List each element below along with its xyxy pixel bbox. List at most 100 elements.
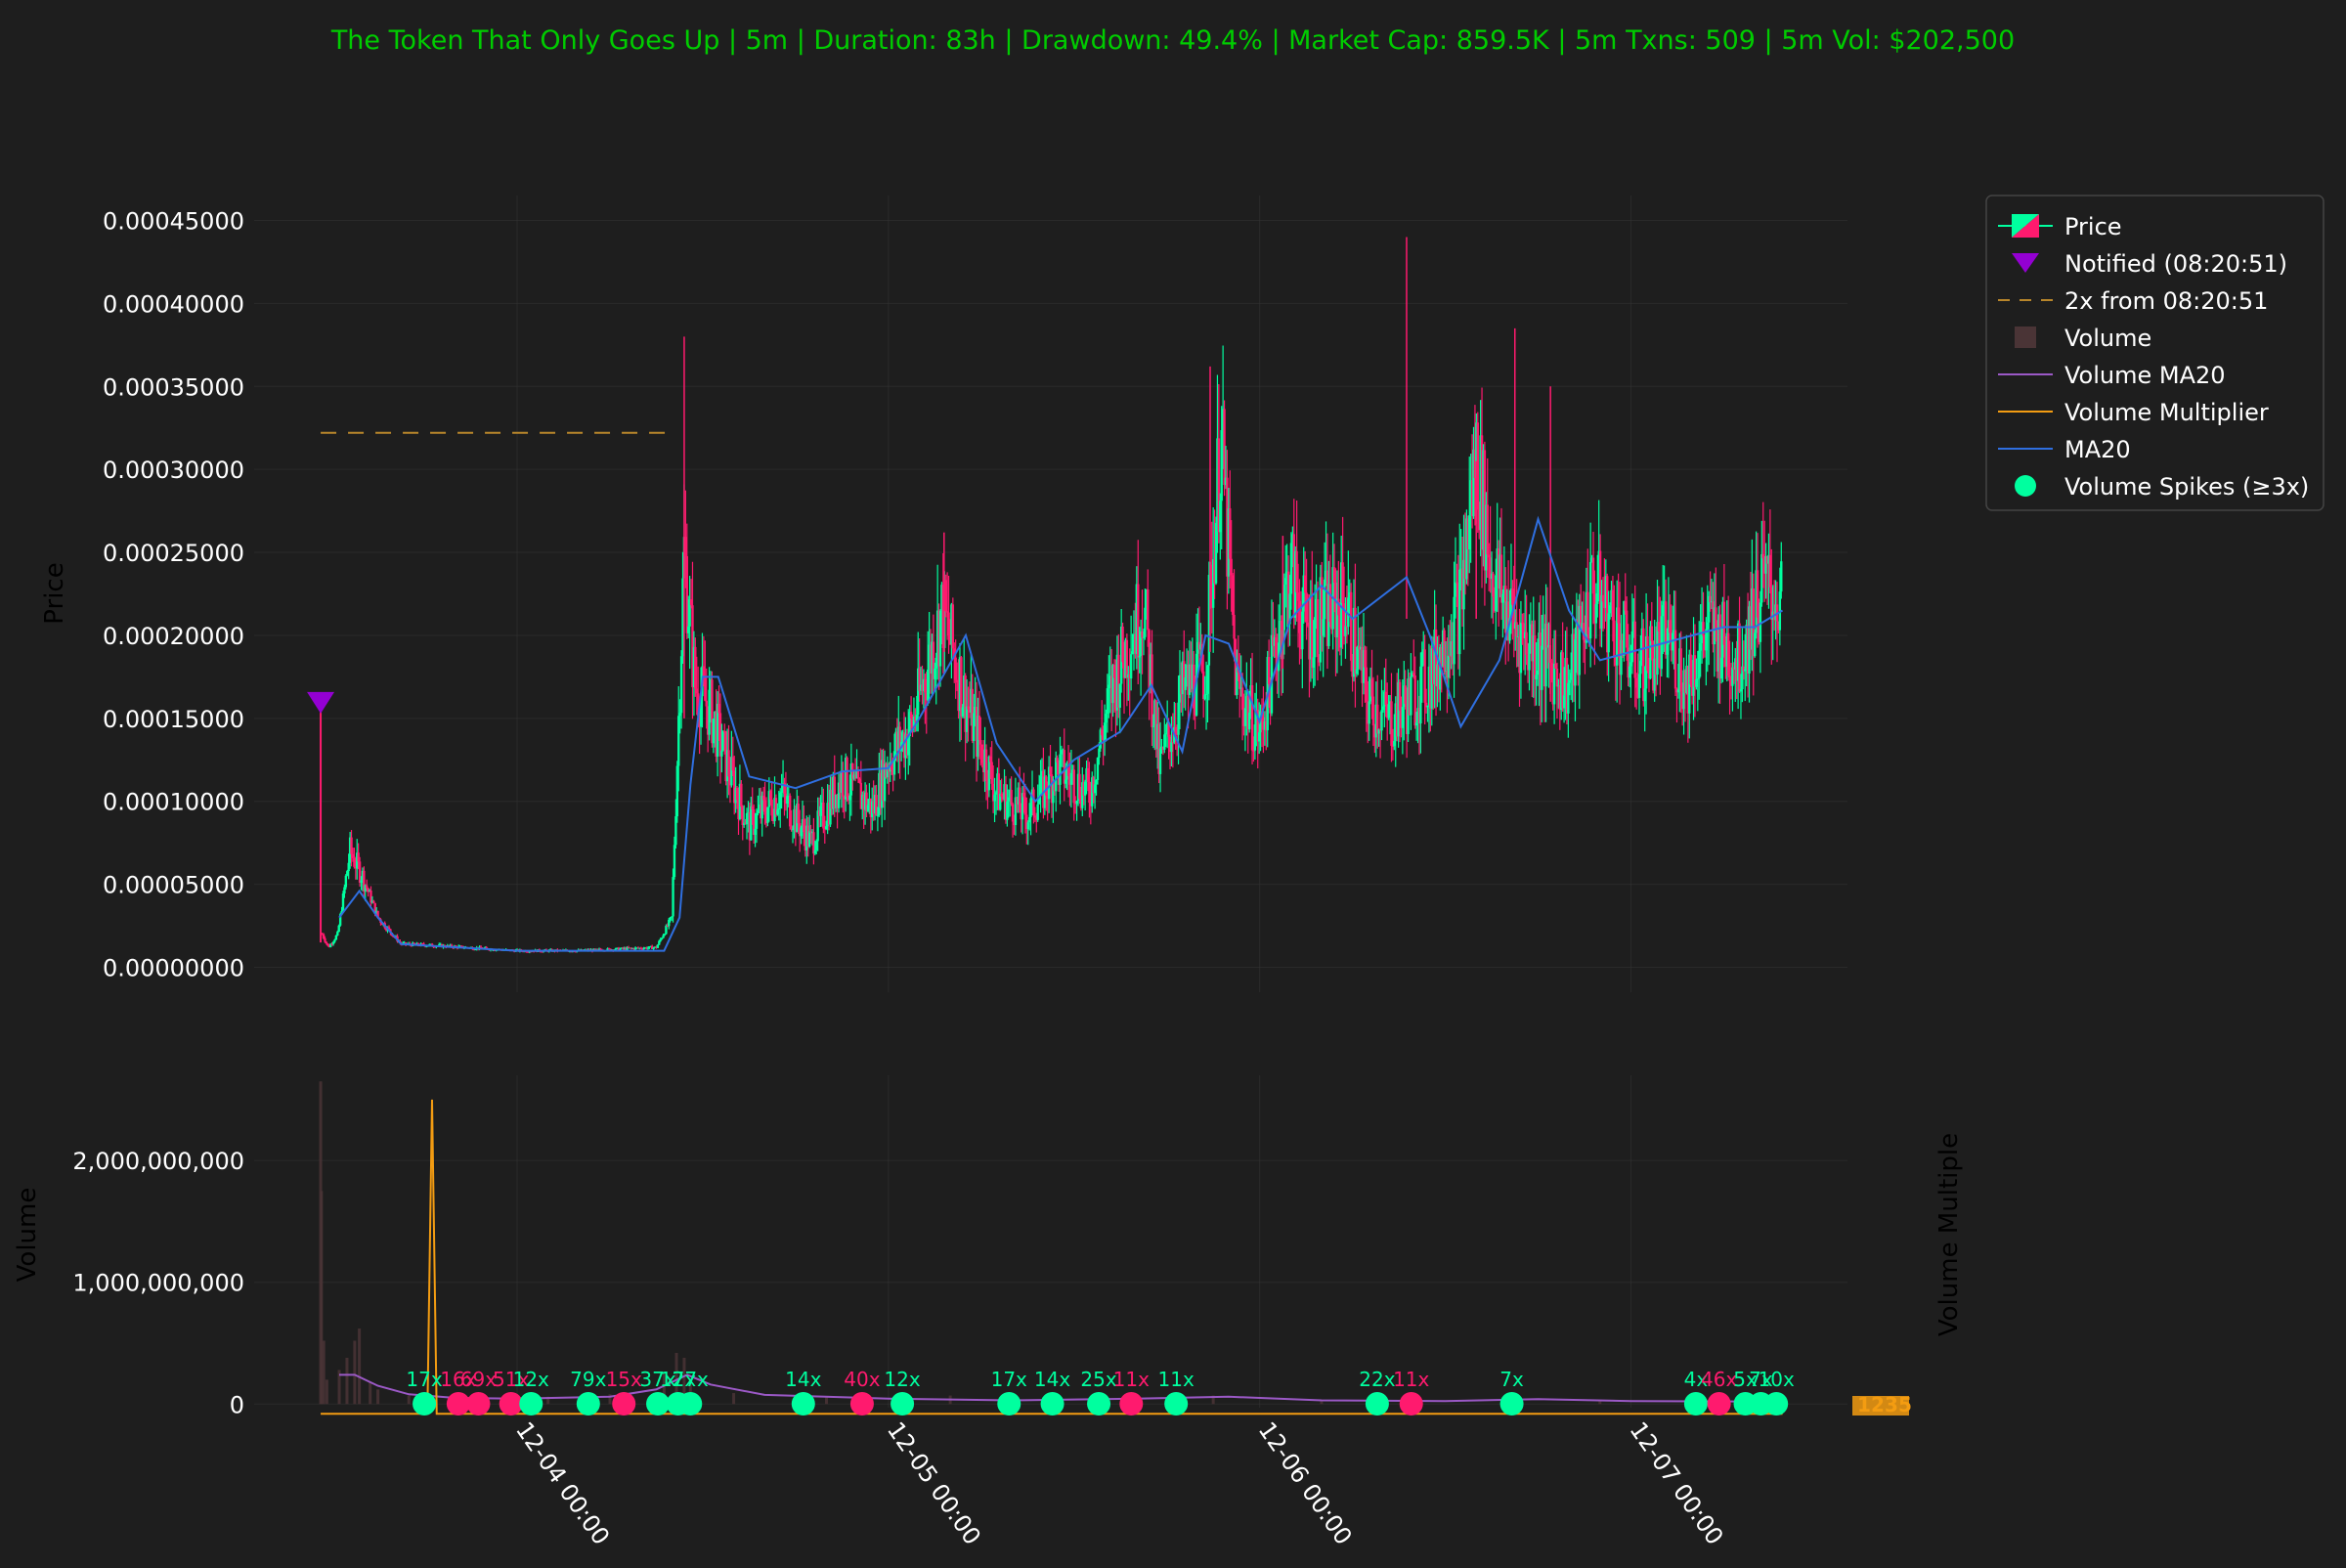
candle-body: [905, 733, 909, 756]
candle-body: [1102, 735, 1105, 742]
candle-body: [1403, 685, 1406, 708]
candle-body: [1322, 619, 1325, 636]
candle-body: [847, 797, 850, 801]
candle-body: [1030, 789, 1034, 799]
candle-body: [1089, 803, 1093, 806]
candle-body: [911, 718, 914, 729]
candle-body: [1341, 562, 1344, 603]
candle-body: [1761, 553, 1764, 559]
candle-body: [685, 555, 688, 633]
candle-body: [1695, 678, 1698, 687]
candle-body: [1349, 591, 1353, 661]
candle-body: [1167, 722, 1170, 737]
candle-body: [684, 537, 687, 556]
candle-body: [1614, 657, 1617, 666]
candle-body: [1702, 622, 1705, 636]
candle-body: [1296, 592, 1300, 601]
candle-body: [1285, 571, 1288, 579]
candle-body: [788, 795, 792, 827]
volume-spike-label: 5x: [1733, 1368, 1758, 1391]
candle-body: [912, 716, 916, 729]
candle-body: [1315, 599, 1318, 618]
candle-body: [745, 812, 749, 825]
price-panel: 0.00000000 0.00005000 0.00010000 0.00015000…: [103, 196, 1847, 992]
candle-body: [1022, 793, 1025, 798]
candle-body: [1591, 557, 1595, 594]
candle-body: [1081, 782, 1084, 808]
candle-body: [1552, 663, 1556, 705]
candle-body: [1698, 650, 1701, 679]
candle-body: [1298, 600, 1301, 633]
candle-body: [934, 657, 937, 669]
candle-body: [1726, 632, 1730, 676]
candle-body: [826, 803, 829, 827]
candle-body: [948, 635, 952, 645]
candle-body: [907, 736, 910, 756]
candle-body: [1475, 422, 1478, 478]
candle-body: [1134, 633, 1137, 654]
candle-body: [809, 831, 812, 833]
candle-body: [1416, 708, 1419, 723]
candle-body: [1521, 622, 1524, 624]
candle-body: [376, 910, 379, 918]
candle-body: [691, 605, 694, 687]
candle-body: [1610, 589, 1613, 606]
candle-body: [638, 947, 641, 949]
candle-body: [776, 809, 779, 815]
volume-bars: [319, 1081, 1772, 1405]
candle-body: [1593, 593, 1596, 624]
candle-body: [971, 688, 974, 742]
candle-body: [1437, 664, 1441, 690]
candle-body: [1606, 576, 1609, 653]
candle-body: [1027, 816, 1031, 823]
candle-body: [1238, 672, 1241, 689]
candle-body: [1348, 591, 1351, 598]
candle-body: [528, 951, 532, 953]
candle-body: [677, 716, 680, 766]
candle-body: [354, 866, 358, 869]
candle-body: [1504, 586, 1507, 633]
candle-body: [1621, 639, 1625, 656]
candle-body: [840, 770, 844, 793]
candle-body: [1068, 775, 1071, 785]
candle-body: [1633, 621, 1636, 678]
candle-body: [1227, 507, 1231, 577]
candle-body: [1735, 658, 1738, 681]
volume-spike-label: 4x: [1684, 1368, 1709, 1391]
candle-body: [1533, 635, 1537, 679]
candle-body: [1387, 704, 1390, 719]
candle-body: [1663, 601, 1666, 606]
candle-body: [1246, 696, 1249, 730]
volume-bar: [825, 1396, 829, 1405]
candle-body: [368, 890, 371, 893]
candle-body: [331, 941, 335, 944]
candle-body: [1095, 779, 1098, 785]
candle-body: [1029, 798, 1032, 817]
candle-body: [715, 711, 717, 757]
candle-body: [1630, 631, 1634, 663]
candle-body: [663, 934, 667, 936]
candle-body: [1585, 591, 1588, 643]
candle-body: [819, 806, 822, 816]
candle-body: [1267, 657, 1271, 684]
candle-body: [1459, 568, 1462, 570]
candle-body: [872, 801, 875, 814]
candle-body: [356, 852, 359, 869]
candle-body: [1056, 758, 1059, 762]
candle-body: [695, 688, 698, 694]
candle-body: [790, 826, 793, 830]
volume-spike-dot: [1499, 1392, 1524, 1416]
volume-spike-label: 40x: [844, 1368, 880, 1391]
candle-body: [1154, 700, 1157, 750]
candle-body: [649, 945, 652, 947]
candle-body: [1715, 607, 1717, 630]
candle-body: [1137, 584, 1140, 658]
candle-body: [617, 947, 621, 951]
candle-body: [1408, 678, 1412, 716]
candle-body: [813, 849, 817, 854]
candle-body: [485, 947, 488, 949]
candle-body: [1158, 748, 1162, 774]
candle-body: [1667, 620, 1671, 645]
candle-body: [330, 943, 333, 945]
